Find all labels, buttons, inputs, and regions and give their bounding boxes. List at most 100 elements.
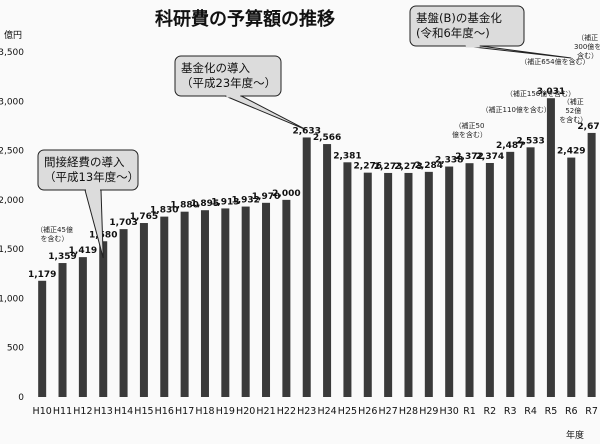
x-tick-label: H29 xyxy=(419,406,438,417)
supplementary-note: （補正 xyxy=(577,33,598,42)
bar xyxy=(160,216,169,397)
callouts: 間接経費の導入（平成13年度～） 基金化の導入（平成23年度～） 基盤(B)の基金化… xyxy=(37,5,572,259)
data-label: 2,276 xyxy=(354,162,382,172)
data-label: 1,932 xyxy=(231,196,259,206)
bar xyxy=(282,199,291,397)
supplementary-note: （補正110億を含む） xyxy=(482,105,551,114)
y-tick-label: 500 xyxy=(7,344,24,354)
data-label: 2,273 xyxy=(394,162,422,172)
supplementary-note: （補正654億を含む） xyxy=(520,57,589,66)
x-tick-label: R2 xyxy=(484,406,497,417)
x-tick-label: H11 xyxy=(53,406,72,417)
bar xyxy=(241,206,250,397)
supplementary-note: を含む） xyxy=(559,115,587,124)
bar xyxy=(180,211,189,397)
bar xyxy=(99,241,108,397)
data-label: 2,273 xyxy=(374,162,402,172)
data-label: 1,880 xyxy=(170,201,198,211)
x-tick-label: H12 xyxy=(73,406,92,417)
data-label: 2,566 xyxy=(313,133,341,143)
y-tick-label: 1,000 xyxy=(0,294,24,304)
x-tick-label: H27 xyxy=(379,406,398,417)
x-tick-label: H20 xyxy=(236,406,255,417)
x-tick-label: H24 xyxy=(317,406,336,417)
data-label: 1,830 xyxy=(150,206,178,216)
data-label: 2,284 xyxy=(415,161,443,171)
data-label: 1,765 xyxy=(130,212,158,222)
y-tick-label: 1,500 xyxy=(0,245,24,255)
x-tick-label: R7 xyxy=(585,406,598,417)
y-tick-label: 2,000 xyxy=(0,196,24,206)
x-tick-label: R5 xyxy=(545,406,558,417)
callout-joint xyxy=(86,188,100,192)
data-label: 1,895 xyxy=(191,199,219,209)
callout-text: (令和6年度～) xyxy=(416,26,490,40)
bar xyxy=(506,151,515,397)
x-tick-label: R4 xyxy=(524,406,537,417)
bar xyxy=(384,172,393,397)
x-tick-label: H23 xyxy=(297,406,316,417)
data-label: 1,359 xyxy=(48,252,76,262)
bar xyxy=(587,132,596,398)
y-tick-label: 3,000 xyxy=(0,97,24,107)
data-label: 2,000 xyxy=(272,189,300,199)
data-label: 2,338 xyxy=(435,156,463,166)
callout-joint xyxy=(465,44,480,48)
callout-pointer xyxy=(225,95,307,131)
bar xyxy=(546,98,555,397)
data-label: 2,372 xyxy=(455,152,483,162)
supplementary-note: を含む） xyxy=(41,234,69,243)
x-tick-label: H10 xyxy=(33,406,52,417)
x-tick-label: H30 xyxy=(440,406,459,417)
bar xyxy=(567,157,576,397)
y-tick-label: 0 xyxy=(18,393,24,403)
callout-pointer xyxy=(464,45,572,59)
bar xyxy=(139,223,148,397)
bar xyxy=(445,166,454,397)
bar xyxy=(200,210,209,397)
supplementary-note: 52億 xyxy=(565,106,581,115)
callout-text: （平成23年度～） xyxy=(181,76,276,90)
data-label: 1,703 xyxy=(109,218,137,228)
supplementary-note: 300億を xyxy=(574,42,600,51)
chart-title: 科研費の予算額の推移 xyxy=(155,8,335,30)
y-tick-label: 2,500 xyxy=(0,147,24,157)
x-tick-label: H18 xyxy=(195,406,214,417)
bar xyxy=(424,171,433,397)
supplementary-note: （補正45億 xyxy=(36,225,73,234)
x-tick-label: H22 xyxy=(277,406,296,417)
bar xyxy=(485,162,494,397)
callout: 間接経費の導入（平成13年度～） xyxy=(37,149,139,259)
data-label: 1,179 xyxy=(28,270,56,280)
supplementary-note: 億を含む） xyxy=(452,130,487,139)
bar xyxy=(262,202,271,397)
callout-text: （平成13年度～） xyxy=(44,170,139,184)
bar xyxy=(465,163,474,397)
bar xyxy=(302,137,311,397)
data-label: 1,580 xyxy=(89,230,117,240)
bar xyxy=(58,263,67,397)
x-tick-label: H13 xyxy=(94,406,113,417)
data-label: 2,533 xyxy=(516,136,544,146)
y-tick-label: 3,500 xyxy=(0,48,24,58)
x-tick-label: H19 xyxy=(216,406,235,417)
callout-text: 間接経費の導入 xyxy=(44,155,125,169)
supplementary-note: （補正 xyxy=(563,97,584,106)
supplementary-notes: （補正45億を含む）（補正50億を含む）（補正110億を含む）（補正156億を含… xyxy=(36,33,600,243)
callout: 基盤(B)の基金化(令和6年度～) xyxy=(409,5,572,59)
x-axis-tick-labels: H10 H11 H12 H13 H14 H15 H16 H17 H18 H19 H20 H21 H22 H… xyxy=(33,406,598,417)
x-tick-label: H21 xyxy=(256,406,275,417)
bar xyxy=(526,147,535,397)
x-tick-label: H25 xyxy=(338,406,357,417)
data-label: 2,374 xyxy=(476,152,504,162)
x-tick-label: R3 xyxy=(504,406,517,417)
x-tick-label: H28 xyxy=(399,406,418,417)
x-tick-label: H17 xyxy=(175,406,194,417)
bar xyxy=(343,162,352,397)
bar xyxy=(78,257,87,397)
data-label: 2,679 xyxy=(577,122,600,132)
callout-text: 基盤(B)の基金化 xyxy=(416,11,502,25)
x-tick-label: H16 xyxy=(155,406,174,417)
